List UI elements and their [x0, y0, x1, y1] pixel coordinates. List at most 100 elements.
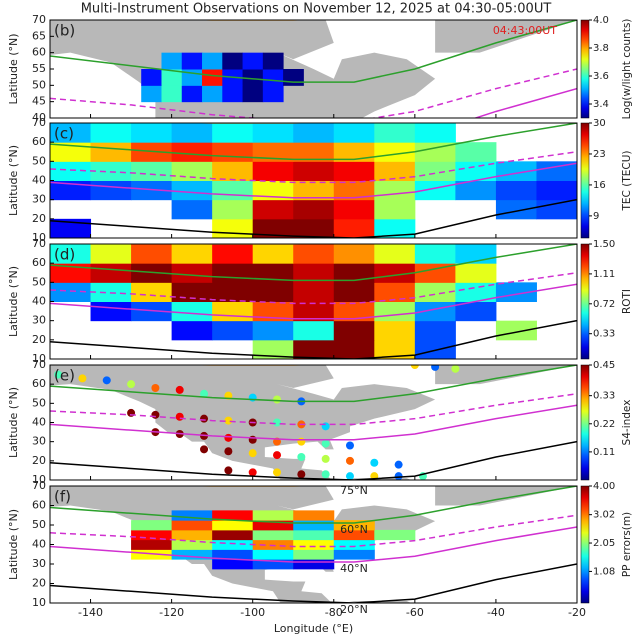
land	[435, 486, 577, 506]
heatmap-cell	[212, 320, 254, 341]
scatter-point	[451, 365, 460, 373]
contour-line	[473, 87, 577, 118]
heatmap-cell	[333, 218, 375, 238]
colorbar-tick-label: 30	[593, 118, 606, 129]
heatmap-cell	[374, 529, 416, 541]
heatmap-cell	[262, 85, 284, 103]
y-tick-label: 10	[32, 231, 46, 244]
y-tick-label: 20	[32, 333, 46, 346]
panel	[50, 365, 577, 480]
scatter-point	[224, 433, 233, 442]
heatmap-cell	[293, 520, 335, 531]
heatmap-cell	[252, 180, 294, 201]
contour-line	[50, 162, 577, 199]
heatmap-cell	[252, 510, 294, 521]
heatmap-cell	[374, 199, 416, 220]
heatmap-cell	[212, 301, 254, 322]
scatter-point	[394, 460, 403, 469]
heatmap-cell	[536, 161, 577, 181]
y-tick-label: 60	[32, 256, 46, 269]
colorbar	[580, 485, 590, 604]
scatter-point	[151, 384, 160, 392]
scatter-point	[297, 453, 306, 461]
heatmap-cell	[495, 161, 537, 181]
heatmap-cell	[414, 263, 456, 283]
colorbar-tick-label: 4.00	[593, 481, 615, 492]
heatmap-cell	[171, 142, 213, 162]
x-tick-label: -40	[487, 606, 505, 619]
heatmap-cell	[212, 282, 254, 302]
colorbar-tick-label: 3.4	[593, 99, 609, 110]
heatmap-cell	[171, 529, 213, 541]
heatmap-cell	[212, 559, 254, 570]
heatmap-cell	[222, 52, 244, 70]
heatmap-cell	[50, 282, 92, 302]
heatmap-cell	[414, 161, 456, 181]
contour-line	[50, 563, 577, 603]
scatter-point	[321, 470, 330, 479]
heatmap-cell	[212, 142, 254, 162]
panel-label: (c)	[54, 125, 74, 143]
heatmap-cell	[262, 69, 284, 86]
heatmap-cell	[50, 161, 92, 181]
contour-line	[50, 365, 577, 403]
heatmap-cell	[171, 539, 213, 550]
contour-line	[50, 123, 577, 161]
contour-line	[50, 440, 577, 480]
heatmap-cell	[90, 142, 132, 162]
y-tick-label: 20	[32, 577, 46, 590]
colorbar-tick-label: 1.08	[593, 566, 615, 577]
heatmap-cell	[252, 263, 294, 283]
heatmap-cell	[374, 218, 416, 238]
heatmap-cell	[252, 520, 294, 531]
heatmap-cell	[414, 142, 456, 162]
heatmap-cell	[293, 218, 335, 238]
heatmap-cell	[293, 142, 335, 162]
colorbar-tick-label: 1.11	[593, 269, 615, 280]
y-tick-label: 50	[32, 78, 46, 91]
heatmap-cell	[212, 199, 254, 220]
heatmap-cell	[455, 301, 497, 322]
heatmap-cell	[374, 263, 416, 283]
heatmap-cell	[293, 339, 335, 359]
heatmap-cell	[293, 244, 335, 264]
heatmap-cell	[293, 539, 335, 550]
heatmap-cell	[181, 85, 203, 103]
y-tick-label: 65	[32, 29, 46, 42]
heatmap-cell	[455, 142, 497, 162]
heatmap-cell	[242, 69, 264, 86]
y-tick-label: 10	[32, 352, 46, 365]
heatmap-cell	[90, 301, 132, 322]
heatmap-cell	[495, 180, 537, 201]
y-axis-label: Latitude (°N)	[7, 387, 20, 458]
heatmap-cell	[222, 85, 244, 103]
heatmap-cell	[374, 339, 416, 359]
heatmap-cell	[161, 52, 183, 70]
heatmap-cell	[171, 263, 213, 283]
y-tick-label: 30	[32, 314, 46, 327]
heatmap-cell	[293, 510, 335, 521]
colorbar-label: S4-index	[621, 400, 633, 446]
scatter-point	[175, 385, 184, 394]
heatmap-cell	[131, 282, 173, 302]
contour-line	[50, 20, 577, 83]
x-tick-label: -20	[568, 606, 586, 619]
contour-label: 40°N	[340, 562, 368, 575]
colorbar	[580, 364, 590, 481]
heatmap-cell	[333, 301, 375, 322]
y-axis-label: Latitude (°N)	[7, 266, 20, 337]
heatmap-cell	[171, 244, 213, 264]
heatmap-cell	[171, 282, 213, 302]
scatter-point	[224, 416, 233, 425]
heatmap-cell	[141, 69, 162, 86]
heatmap-cell	[171, 549, 213, 560]
y-tick-label: 50	[32, 396, 46, 409]
heatmap-cell	[212, 539, 254, 550]
scatter-point	[345, 472, 354, 480]
scatter-point	[224, 447, 233, 456]
contour-line	[50, 514, 577, 548]
heatmap-cell	[131, 529, 173, 541]
heatmap-cell	[414, 282, 456, 302]
heatmap-cell	[252, 320, 294, 341]
heatmap-cell	[374, 161, 416, 181]
